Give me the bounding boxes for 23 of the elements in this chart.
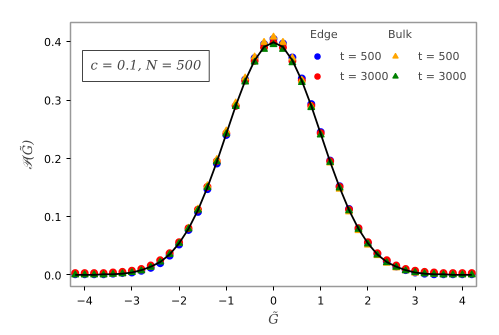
legend-label: t = 500 <box>418 50 460 62</box>
legend-label: t = 3000 <box>418 70 467 82</box>
annotation: Bulk <box>388 28 413 41</box>
x-tick-label: −1 <box>218 294 234 308</box>
legend-label: t = 3000 <box>340 70 389 82</box>
x-tick-label: −4 <box>76 294 93 308</box>
y-tick-label: 0.3 <box>44 94 62 108</box>
x-tick-label: −2 <box>170 294 188 308</box>
x-tick-label: 1 <box>317 294 324 308</box>
y-tick-label: 0.0 <box>44 269 62 282</box>
x-tick-label: −3 <box>124 294 140 308</box>
x-tick-label: 4 <box>458 294 466 308</box>
annotation: Edge <box>310 28 339 41</box>
legend-label: t = 500 <box>340 50 382 62</box>
y-axis-title: 𝒫(G̃) <box>20 140 36 170</box>
y-tick-label: 0.4 <box>44 36 62 50</box>
y-tick-label: 0.1 <box>44 211 62 224</box>
annotation: c = 0.1, N = 500 <box>90 58 202 74</box>
x-tick-label: 2 <box>364 294 372 308</box>
y-tick-label: 0.2 <box>44 152 62 166</box>
x-tick-label: 0 <box>270 294 277 308</box>
x-axis-title: G̃ <box>268 311 279 328</box>
x-tick-label: 3 <box>412 294 419 308</box>
